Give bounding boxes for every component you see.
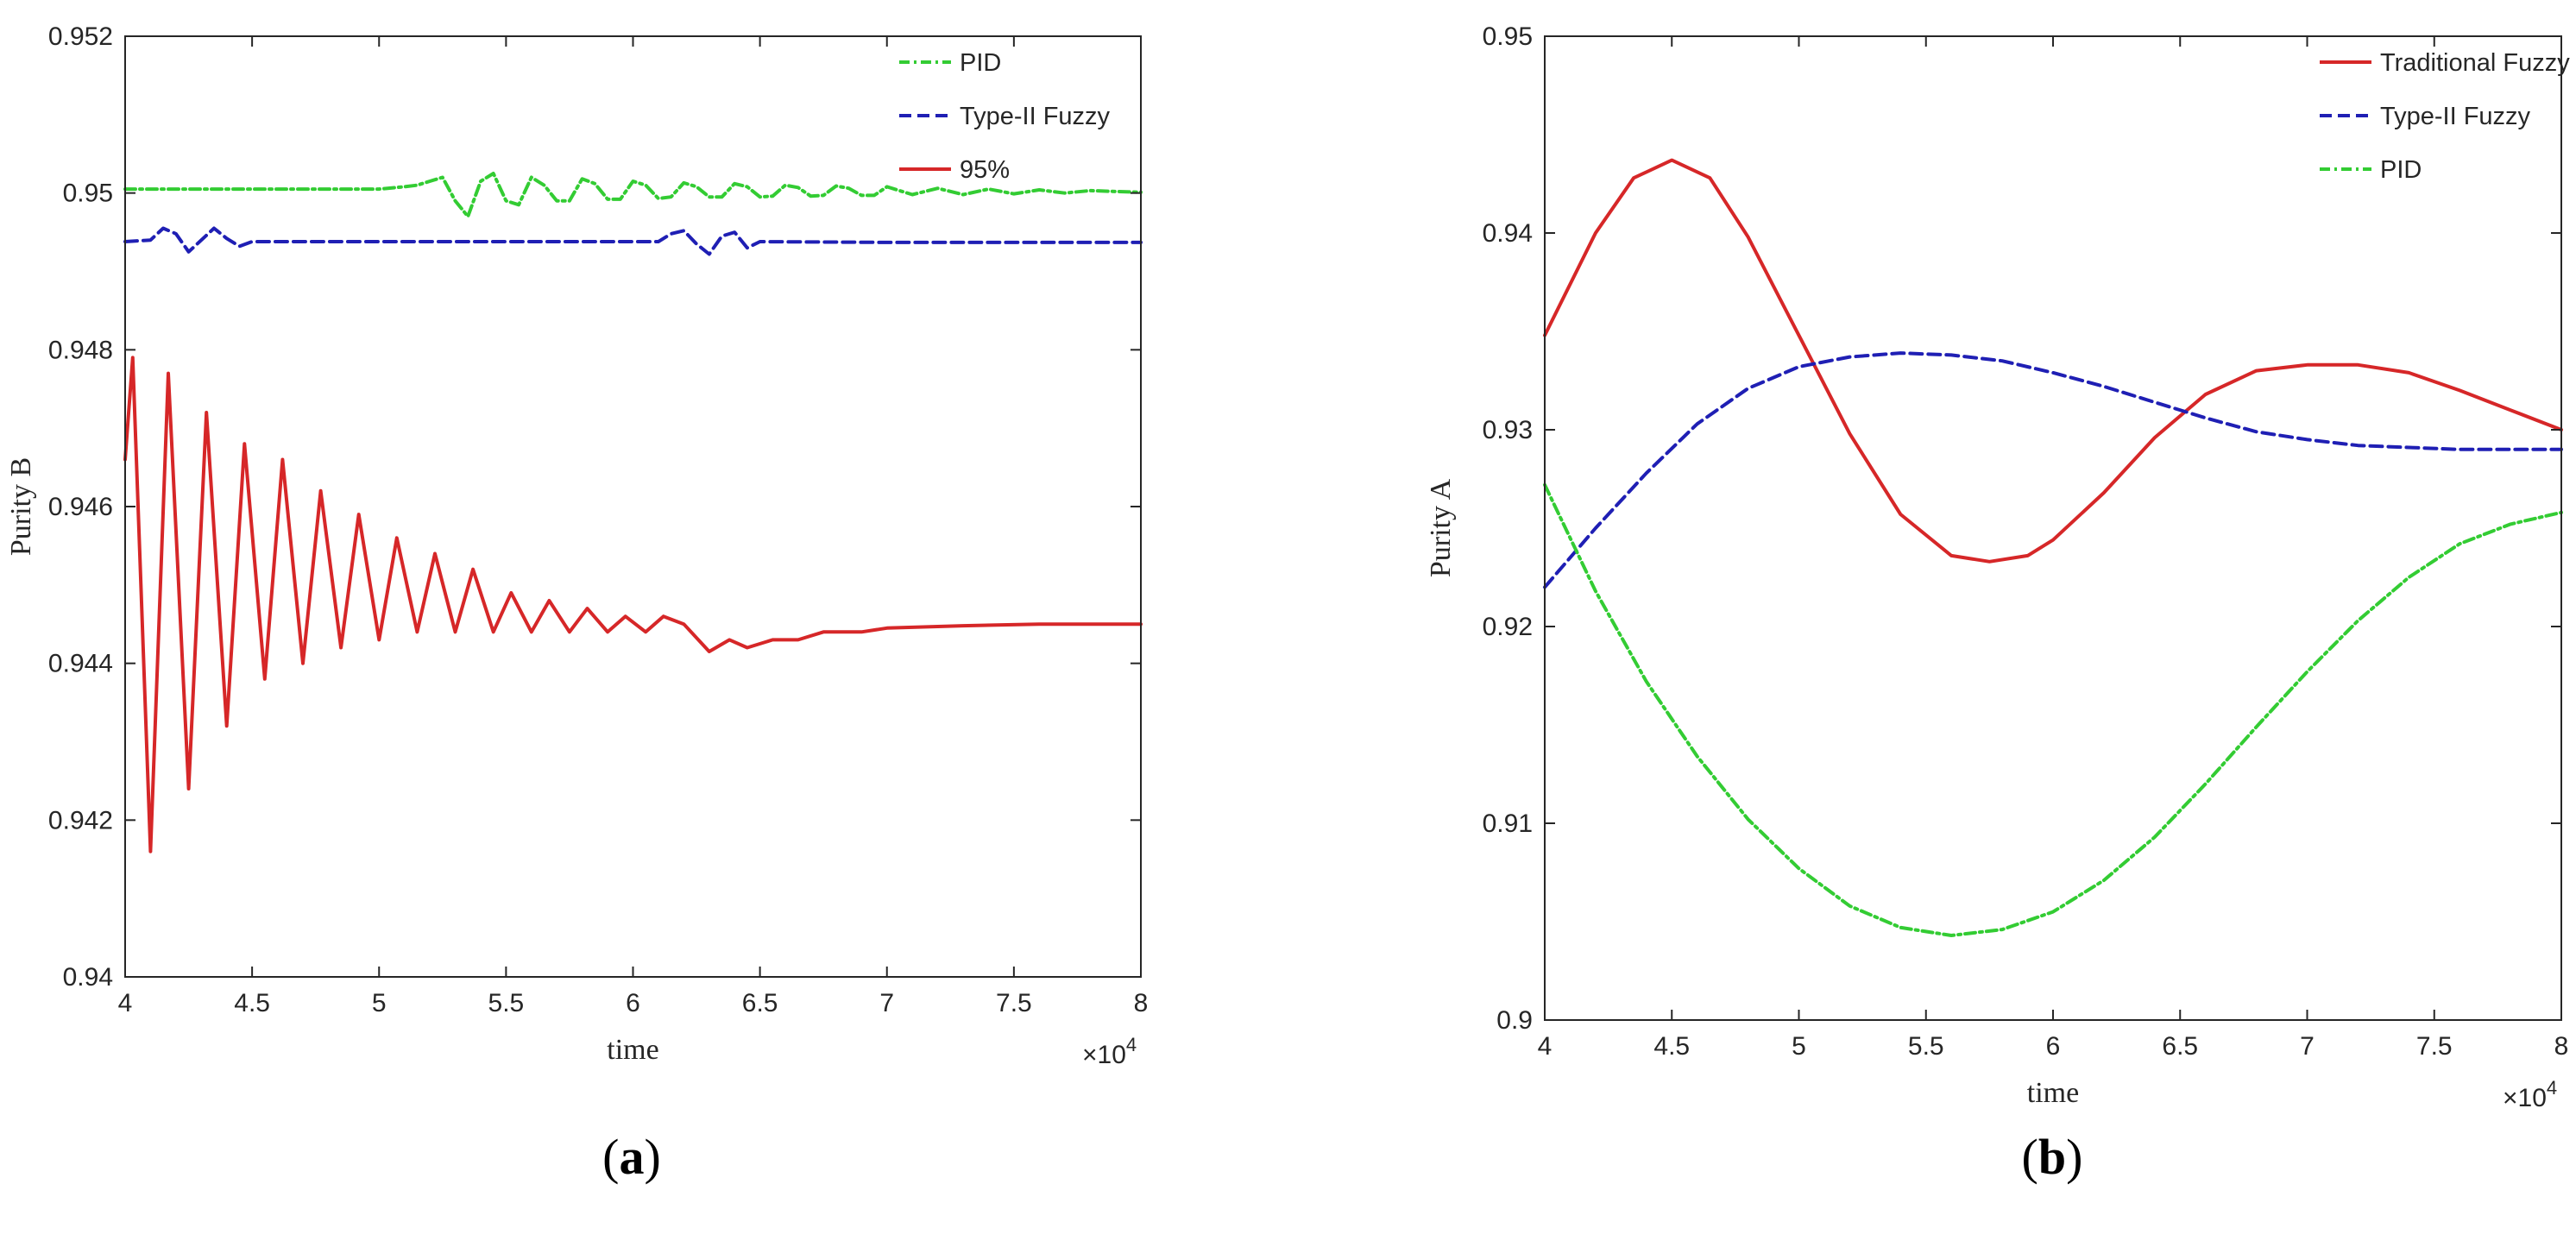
exponent-power: 4 — [2547, 1077, 2557, 1099]
x-tick-label: 4 — [1538, 1032, 1553, 1061]
caption-close: ) — [645, 1129, 661, 1185]
y-axis-ticks: 0.94 0.942 0.944 0.946 0.948 0.95 0.952 — [48, 22, 1141, 992]
x-axis-label: time — [2027, 1077, 2079, 1109]
legend: PID Type-II Fuzzy 95% — [899, 49, 1111, 184]
legend-label: Type-II Fuzzy — [2380, 103, 2531, 130]
x-tick-label: 7.5 — [2416, 1032, 2453, 1061]
caption-close: ) — [2066, 1129, 2082, 1185]
y-axis-label: Purity A — [1425, 478, 1457, 577]
series-line — [1543, 482, 2563, 937]
y-tick-label: 0.91 — [1483, 809, 1533, 838]
legend-label: PID — [960, 49, 1001, 77]
chart-panel-a: 0.94 0.942 0.944 0.946 0.948 0.95 0.952 4 4.5 5 5… — [5, 22, 1148, 1185]
y-tick-label: 0.9 — [1496, 1006, 1533, 1035]
caption-letter: a — [620, 1129, 645, 1185]
x-axis-ticks: 4 4.5 5 5.5 6 6.5 7 7.5 8 — [1538, 36, 2569, 1061]
exponent-base: ×10 — [1082, 1041, 1126, 1069]
legend-label: Traditional Fuzzy — [2380, 49, 2570, 77]
x-axis-ticks: 4 4.5 5 5.5 6 6.5 7 7.5 8 — [118, 36, 1149, 1017]
legend-label: Type-II Fuzzy — [960, 103, 1111, 130]
y-tick-label: 0.94 — [63, 963, 113, 992]
x-tick-label: 5 — [1792, 1032, 1806, 1061]
x-tick-label: 8 — [2554, 1032, 2569, 1061]
series-group — [123, 172, 1143, 853]
exponent-base: ×10 — [2503, 1084, 2547, 1112]
series-group — [1543, 158, 2563, 937]
x-tick-label: 7 — [879, 989, 894, 1017]
series-line — [123, 356, 1143, 853]
y-tick-label: 0.95 — [63, 179, 113, 208]
plot-area — [1545, 36, 2561, 1020]
y-tick-label: 0.944 — [48, 650, 113, 678]
x-tick-label: 4 — [118, 989, 133, 1017]
series-line — [123, 226, 1143, 256]
x-tick-label: 4.5 — [234, 989, 270, 1017]
x-axis-exponent: ×104 — [2503, 1077, 2557, 1112]
x-tick-label: 8 — [1134, 989, 1149, 1017]
x-tick-label: 4.5 — [1653, 1032, 1690, 1061]
y-tick-label: 0.93 — [1483, 416, 1533, 444]
x-tick-label: 6.5 — [2162, 1032, 2198, 1061]
caption-open: ( — [602, 1129, 619, 1185]
series-line — [1543, 351, 2563, 589]
legend: Traditional Fuzzy Type-II Fuzzy PID — [2320, 49, 2570, 184]
x-tick-label: 7.5 — [996, 989, 1032, 1017]
y-tick-label: 0.94 — [1483, 219, 1533, 248]
x-axis-exponent: ×104 — [1082, 1034, 1137, 1069]
caption-open: ( — [2022, 1129, 2038, 1185]
x-tick-label: 5 — [372, 989, 387, 1017]
y-tick-label: 0.952 — [48, 22, 113, 51]
series-line — [123, 172, 1143, 218]
series-line — [1543, 158, 2563, 564]
y-tick-label: 0.92 — [1483, 613, 1533, 641]
y-tick-label: 0.942 — [48, 806, 113, 834]
legend-label: 95% — [960, 156, 1010, 184]
x-tick-label: 7 — [2300, 1032, 2315, 1061]
chart-panel-b: 0.9 0.91 0.92 0.93 0.94 0.95 4 4.5 5 5.5 6 6.5 7 7.5… — [1425, 22, 2570, 1185]
x-tick-label: 6.5 — [742, 989, 778, 1017]
exponent-power: 4 — [1126, 1034, 1137, 1055]
panel-caption: (b) — [2022, 1129, 2083, 1185]
x-tick-label: 5.5 — [488, 989, 525, 1017]
y-tick-label: 0.948 — [48, 336, 113, 364]
y-tick-label: 0.95 — [1483, 22, 1533, 51]
panel-caption: (a) — [602, 1129, 661, 1185]
x-tick-label: 6 — [626, 989, 640, 1017]
plot-background — [1545, 36, 2561, 1020]
x-axis-label: time — [607, 1034, 658, 1066]
x-tick-label: 6 — [2046, 1032, 2061, 1061]
legend-label: PID — [2380, 156, 2422, 184]
x-tick-label: 5.5 — [1908, 1032, 1944, 1061]
y-tick-label: 0.946 — [48, 493, 113, 521]
caption-letter: b — [2038, 1129, 2066, 1185]
y-axis-ticks: 0.9 0.91 0.92 0.93 0.94 0.95 — [1483, 22, 2561, 1035]
y-axis-label: Purity B — [5, 457, 37, 556]
